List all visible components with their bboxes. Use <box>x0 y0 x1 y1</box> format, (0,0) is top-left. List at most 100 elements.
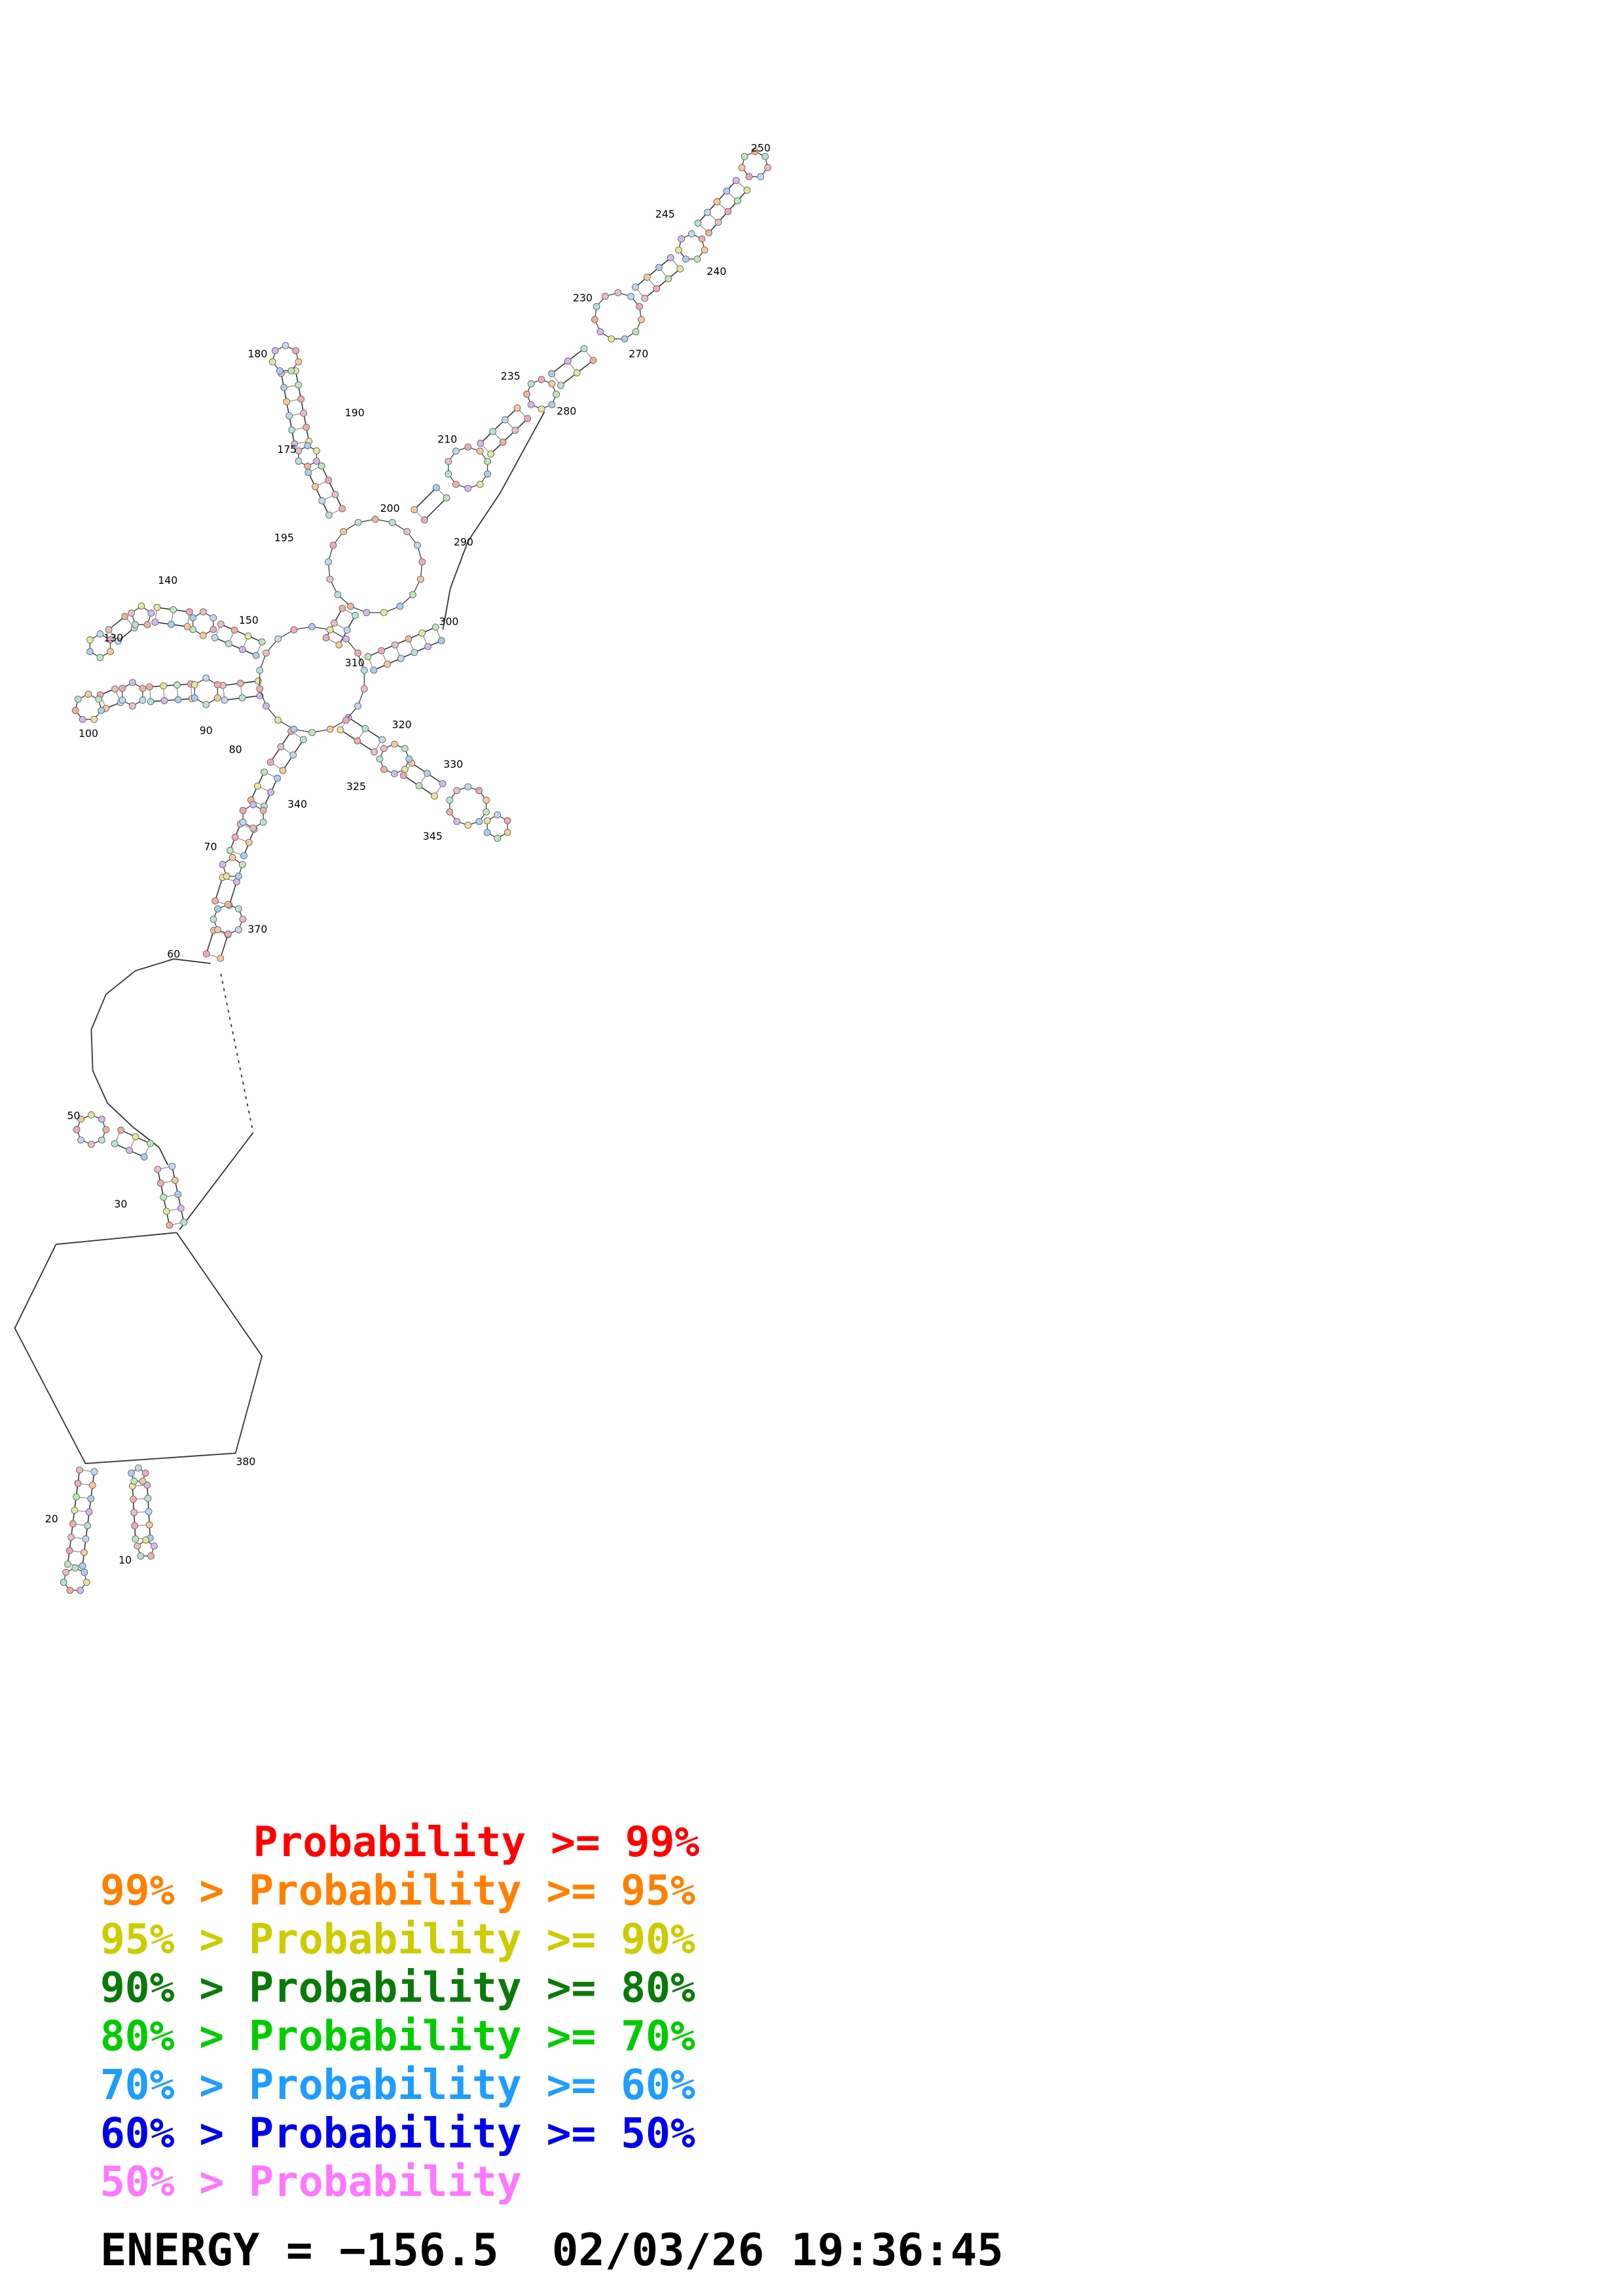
nucleotide-dot <box>239 818 247 826</box>
nucleotide-dot <box>213 681 221 689</box>
nucleotide-dot <box>325 476 333 484</box>
nucleotide-dot <box>88 1140 95 1148</box>
nucleotide-dot <box>154 1166 162 1173</box>
nucleotide-dot <box>464 821 472 829</box>
nucleotide-dot <box>173 681 181 689</box>
residue-number-label: 80 <box>229 744 242 756</box>
nucleotide-dot <box>77 1115 84 1123</box>
nucleotide-dot <box>143 621 151 628</box>
nucleotide-dot <box>64 1560 71 1568</box>
nucleotide-dot <box>326 575 334 583</box>
nucleotide-dot <box>477 439 484 447</box>
residue-number-label: 180 <box>247 348 267 360</box>
nucleotide-dot <box>464 484 472 492</box>
nucleotide-dot <box>134 1464 142 1472</box>
nucleotide-dot <box>483 829 491 836</box>
nucleotide-dot <box>225 930 232 938</box>
nucleotide-dot <box>302 423 310 431</box>
backbone-line <box>158 1147 169 1166</box>
nucleotide-dot <box>354 649 362 657</box>
nucleotide-dot <box>147 1139 154 1147</box>
nucleotide-dot <box>67 1534 75 1541</box>
helix-strand-line <box>424 497 447 520</box>
nucleotide-dot <box>202 950 210 958</box>
nucleotide-dot <box>263 702 270 710</box>
nucleotide-dot <box>738 164 746 171</box>
nucleotide-dot <box>304 462 312 470</box>
nucleotide-dot <box>244 632 252 640</box>
nucleotide-dot <box>88 1111 95 1119</box>
nucleotide-dot <box>464 443 472 451</box>
nucleotide-dot <box>166 1221 173 1229</box>
nucleotide-dot <box>331 619 338 627</box>
nucleotide-dot <box>501 416 509 423</box>
nucleotide-dot <box>221 696 228 704</box>
residue-number-label: 190 <box>345 406 365 419</box>
nucleotide-dot <box>734 197 741 205</box>
nucleotide-dot <box>698 235 706 243</box>
nucleotide-dot <box>214 926 221 933</box>
rna-structure-diagram: 250 245 240 230 270 235 280 210 180 190 175 200 195 2… <box>14 141 772 1594</box>
backbone-line <box>179 1132 254 1230</box>
nucleotide-dot <box>682 255 689 263</box>
nucleotide-dot <box>733 177 740 185</box>
nucleotide-dot <box>287 367 295 374</box>
nucleotide-dot <box>236 679 244 687</box>
nucleotide-dot <box>446 808 454 816</box>
nucleotide-dot <box>274 635 282 643</box>
nucleotide-dot <box>240 852 247 859</box>
nucleotide-dot <box>564 357 572 365</box>
nucleotide-dot <box>111 1140 119 1147</box>
nucleotide-dot <box>185 608 193 616</box>
nucleotide-dot <box>378 736 386 744</box>
nucleotide-dot <box>331 491 339 498</box>
nucleotide-dot <box>130 1509 138 1516</box>
nucleotide-dot <box>580 345 588 352</box>
nucleotide-dot <box>77 1136 84 1144</box>
nucleotide-dot <box>740 152 748 160</box>
nucleotide-dot <box>589 357 597 364</box>
nucleotide-dot <box>71 707 79 714</box>
nucleotide-dot <box>342 635 350 643</box>
nucleotide-dot <box>378 647 386 655</box>
nucleotide-dot <box>271 347 279 355</box>
legend-entry-ge99: Probability >= 99% <box>253 1818 700 1866</box>
nucleotide-dot <box>453 787 461 795</box>
nucleotide-dot <box>354 518 362 526</box>
nucleotide-dot <box>170 606 177 613</box>
nucleotide-dot <box>475 817 483 825</box>
nucleotide-dot <box>653 285 661 293</box>
legend-entry-lt50: 50% > Probability <box>100 2158 522 2206</box>
nucleotide-dot <box>210 626 217 634</box>
residue-number-label: 310 <box>345 656 365 669</box>
nucleotide-dot <box>538 376 545 384</box>
helix-strand-line <box>308 472 330 516</box>
nucleotide-dot <box>291 440 299 448</box>
nucleotide-dot <box>464 783 472 791</box>
residue-number-label: 130 <box>103 632 123 644</box>
nucleotide-dot <box>557 382 564 389</box>
nucleotide-dot <box>252 651 260 659</box>
nucleotide-dot <box>85 1508 93 1516</box>
nucleotide-dot <box>86 636 94 643</box>
nucleotide-dot <box>84 1522 92 1530</box>
nucleotide-dot <box>160 696 168 704</box>
nucleotide-dot <box>66 1587 74 1594</box>
nucleotide-dot <box>259 818 267 826</box>
nucleotide-dot <box>189 614 197 622</box>
nucleotide-dot <box>295 457 302 465</box>
nucleotide-dot <box>126 1147 134 1154</box>
nucleotide-dot <box>111 685 119 693</box>
nucleotide-dot <box>225 640 232 647</box>
nucleotide-dot <box>199 632 207 639</box>
nucleotide-dot <box>210 916 217 923</box>
nucleotide-dot <box>405 755 413 762</box>
nucleotide-dot <box>701 246 708 254</box>
nucleotide-dot <box>174 1191 182 1198</box>
nucleotide-dot <box>523 390 531 398</box>
nucleotide-dot <box>401 766 409 773</box>
nucleotide-dot <box>704 209 712 216</box>
nucleotide-dot <box>641 295 649 302</box>
loop-outline <box>259 626 365 733</box>
residue-number-label: 240 <box>707 265 727 278</box>
